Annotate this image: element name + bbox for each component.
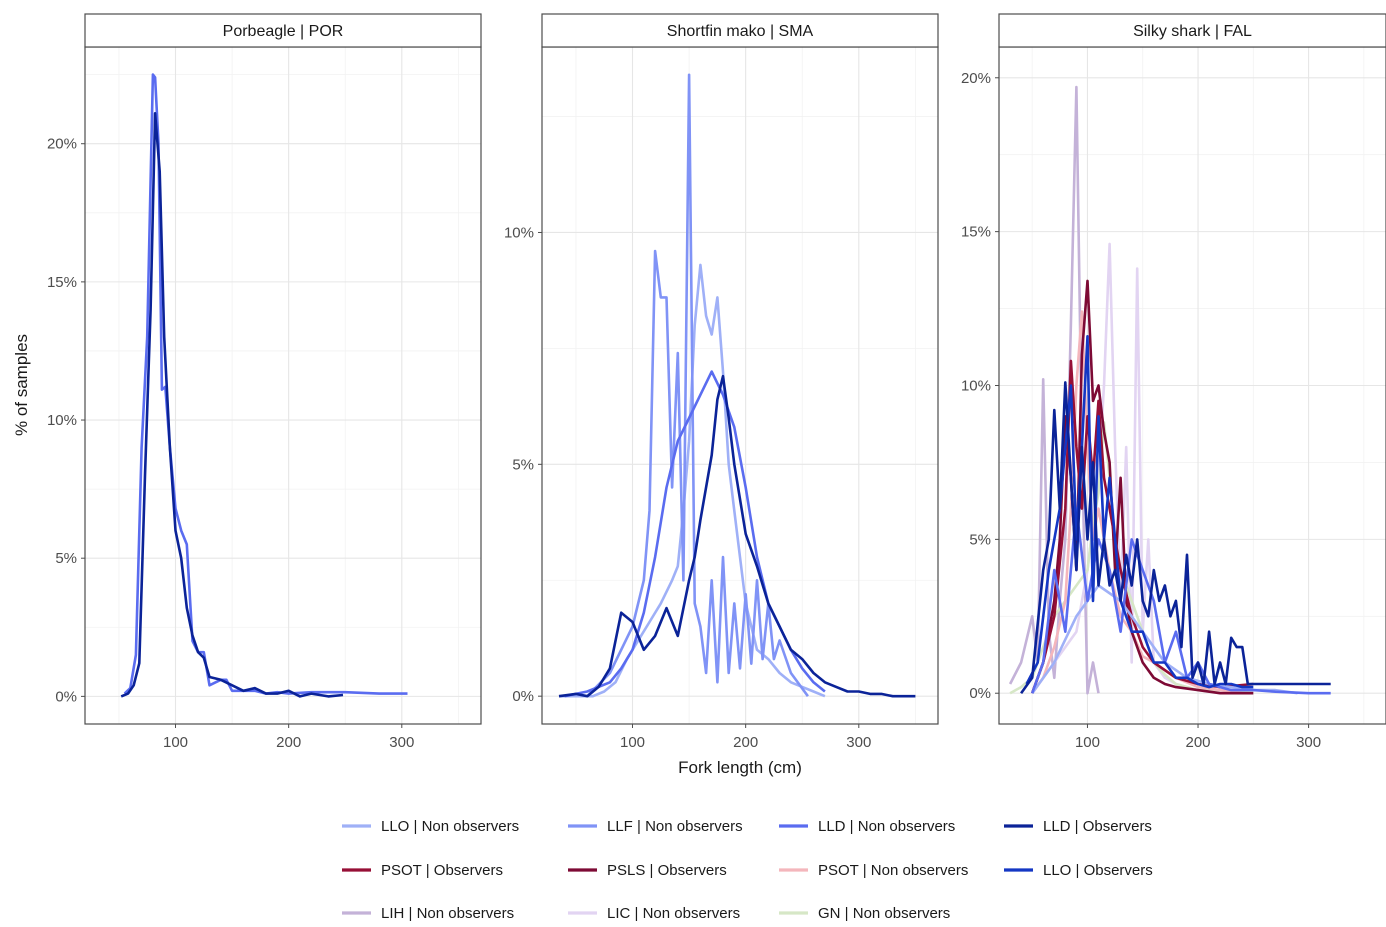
y-tick-label: 20% bbox=[47, 136, 77, 153]
legend-item: LLD | Non observers bbox=[779, 818, 955, 835]
legend-label: LLO | Non observers bbox=[381, 818, 519, 835]
y-axis-title: % of samples bbox=[12, 334, 31, 436]
legend-label: LLO | Observers bbox=[1043, 862, 1153, 879]
series-line bbox=[1020, 381, 1331, 694]
series-line bbox=[120, 112, 344, 698]
legend-item: LLO | Observers bbox=[1004, 862, 1153, 879]
legend-item: LIH | Non observers bbox=[342, 905, 514, 922]
y-tick-label: 10% bbox=[47, 412, 77, 429]
y-tick-label: 0% bbox=[512, 688, 534, 705]
facet-panel-1: Porbeagle | POR 100 200 300 0% 5% 10% 15% 20% bbox=[47, 13, 482, 751]
x-tick-label: 200 bbox=[1186, 734, 1211, 751]
facet-strip-title: Shortfin mako | SMA bbox=[667, 23, 814, 40]
x-tick-label: 100 bbox=[1075, 734, 1100, 751]
legend-label: GN | Non observers bbox=[818, 905, 950, 922]
legend-label: PSLS | Observers bbox=[607, 862, 727, 879]
y-tick-label: 10% bbox=[961, 378, 991, 395]
facet-strip bbox=[84, 13, 482, 48]
x-axis-title: Fork length (cm) bbox=[678, 758, 802, 777]
legend-item: LLF | Non observers bbox=[568, 818, 743, 835]
y-tick-label: 15% bbox=[47, 274, 77, 291]
legend-item: LLO | Non observers bbox=[342, 818, 519, 835]
facet-strip-title: Silky shark | FAL bbox=[1133, 23, 1252, 40]
y-tick-label: 5% bbox=[969, 531, 991, 548]
legend-label: PSOT | Non observers bbox=[818, 862, 968, 879]
legend-item: PSLS | Observers bbox=[568, 862, 727, 879]
panel-border bbox=[541, 46, 939, 725]
y-tick-label: 0% bbox=[55, 688, 77, 705]
legend-item: PSOT | Observers bbox=[342, 862, 503, 879]
x-tick-label: 100 bbox=[620, 734, 645, 751]
legend-label: LLD | Observers bbox=[1043, 818, 1152, 835]
facet-strip bbox=[541, 13, 939, 48]
series-line bbox=[1030, 359, 1254, 694]
x-tick-label: 300 bbox=[846, 734, 871, 751]
facet-panel-3: Silky shark | FAL 100 200 300 0% 5% 10% 15% 20% bbox=[961, 13, 1386, 751]
legend-label: LIC | Non observers bbox=[607, 905, 740, 922]
legend-item: LIC | Non observers bbox=[568, 905, 740, 922]
facet-strip bbox=[998, 13, 1386, 48]
series-line bbox=[1030, 279, 1254, 695]
y-tick-label: 15% bbox=[961, 224, 991, 241]
x-tick-label: 100 bbox=[163, 734, 188, 751]
legend-label: LIH | Non observers bbox=[381, 905, 514, 922]
legend-label: PSOT | Observers bbox=[381, 862, 503, 879]
legend-item: PSOT | Non observers bbox=[779, 862, 968, 879]
series-line bbox=[586, 73, 809, 698]
legend-item: LLD | Observers bbox=[1004, 818, 1152, 835]
facet-panel-2: Shortfin mako | SMA 100 200 300 0% 5% 10% bbox=[504, 13, 939, 751]
y-tick-label: 10% bbox=[504, 224, 534, 241]
x-tick-label: 300 bbox=[389, 734, 414, 751]
y-tick-label: 5% bbox=[55, 550, 77, 567]
y-tick-label: 0% bbox=[969, 685, 991, 702]
y-tick-label: 20% bbox=[961, 70, 991, 87]
legend-item: GN | Non observers bbox=[779, 905, 950, 922]
legend-label: LLD | Non observers bbox=[818, 818, 955, 835]
facet-strip-title: Porbeagle | POR bbox=[223, 23, 344, 40]
x-tick-label: 200 bbox=[733, 734, 758, 751]
y-tick-label: 5% bbox=[512, 456, 534, 473]
series-line bbox=[558, 374, 916, 698]
legend-label: LLF | Non observers bbox=[607, 818, 743, 835]
x-tick-label: 300 bbox=[1296, 734, 1321, 751]
x-tick-label: 200 bbox=[276, 734, 301, 751]
